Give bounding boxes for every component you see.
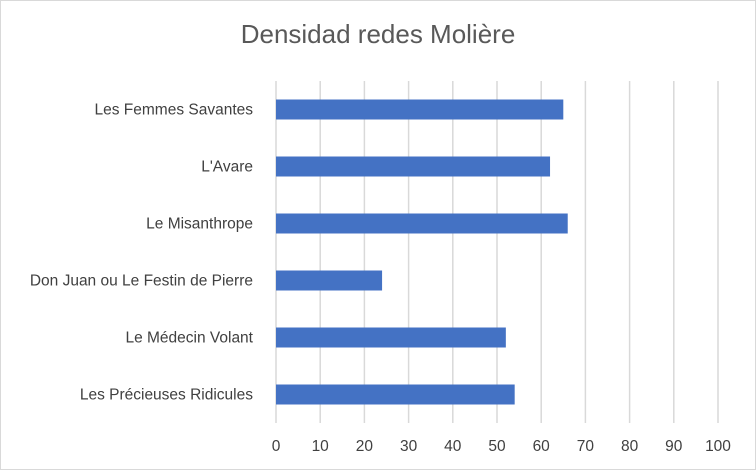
x-tick-label: 0 [272,438,281,455]
bar [276,327,506,348]
bar [276,99,564,120]
x-tick-label: 90 [665,438,683,455]
x-tick-label: 10 [312,438,330,455]
chart-title: Densidad redes Molière [240,19,516,49]
x-tick-label: 100 [705,438,731,455]
bar [276,270,383,291]
category-labels: Les Femmes Savantes L'Avare Le Misanthrope… [30,102,254,404]
category-label: Les Précieuses Ridicules [80,387,253,404]
bar [276,384,515,405]
category-label: Les Femmes Savantes [94,102,253,119]
category-label: Don Juan ou Le Festin de Pierre [30,273,253,290]
x-tick-label: 60 [533,438,551,455]
category-label: L'Avare [201,159,253,176]
bars [276,99,568,405]
category-label: Le Misanthrope [146,216,253,233]
x-tick-label: 50 [488,438,506,455]
bar [276,213,568,234]
x-tick-label: 40 [444,438,462,455]
category-label: Le Médecin Volant [125,330,253,347]
x-tick-label: 20 [356,438,374,455]
x-tick-label: 70 [577,438,595,455]
x-tick-label: 80 [621,438,639,455]
x-tick-label: 30 [400,438,418,455]
bar [276,156,551,177]
gridlines [275,81,719,423]
x-axis-tick-labels: 0 10 20 30 40 50 60 70 80 90 100 [272,438,732,455]
